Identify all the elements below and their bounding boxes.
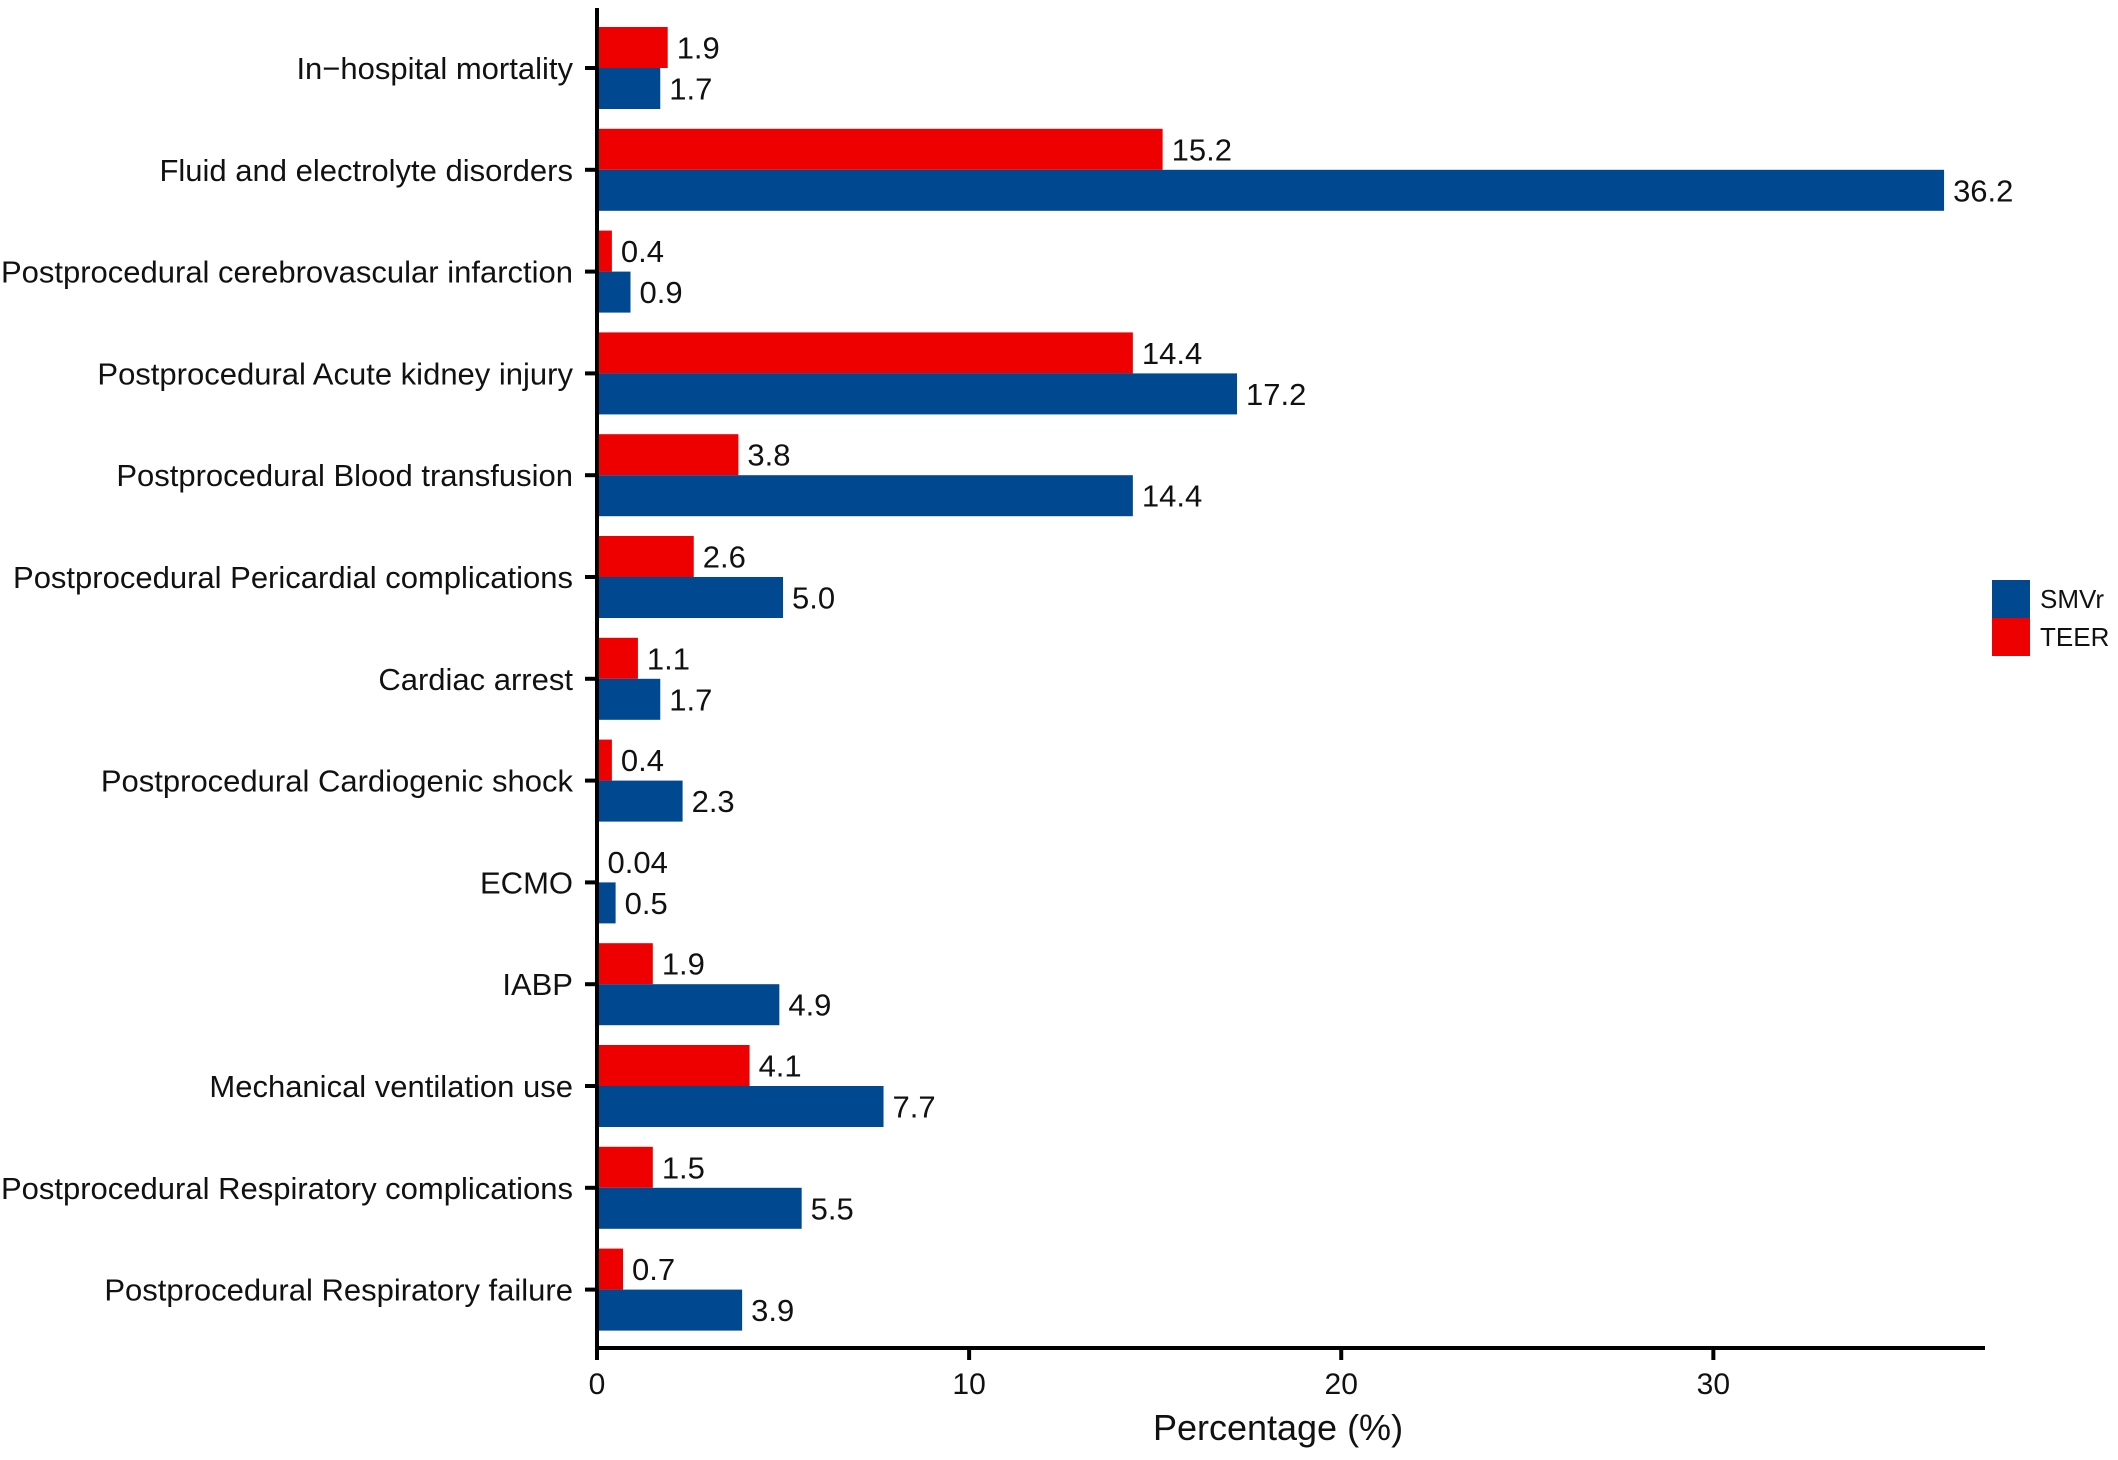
data-label-teer: 0.04 [608,845,668,880]
bar-smvr [597,373,1238,415]
data-label-teer: 0.4 [621,743,664,778]
bar-smvr [597,577,784,618]
bar-teer [597,943,653,985]
data-label-smvr: 3.9 [751,1293,794,1328]
bar-smvr [597,1289,743,1331]
data-label-teer: 4.1 [759,1049,802,1084]
bar-smvr [597,984,780,1026]
x-tick-label: 10 [952,1368,985,1401]
data-label-smvr: 4.9 [788,988,831,1023]
category-label: Mechanical ventilation use [209,1069,573,1104]
legend: SMVr TEER [1992,580,2109,656]
category-label: Postprocedural cerebrovascular infarctio… [1,255,573,290]
data-label-teer: 0.7 [632,1252,675,1287]
data-label-teer: 1.9 [677,31,720,66]
bar-smvr [597,475,1133,517]
bar-teer [597,536,694,577]
data-label-teer: 3.8 [747,438,790,473]
data-label-smvr: 5.0 [792,581,835,616]
data-label-teer: 15.2 [1172,132,1232,167]
category-label: Cardiac arrest [378,662,573,697]
bar-smvr [597,1187,802,1229]
bar-smvr [597,1086,884,1127]
category-label: Postprocedural Acute kidney injury [97,356,573,391]
data-labels-layer: 1.9 1.7 15.2 36.2 0.4 0.9 14.4 17.2 3.8 14.4 2.6 5.… [608,31,2014,1329]
x-ticks-layer: 0 10 20 30 [585,66,1730,1401]
bar-teer [597,128,1163,170]
bar-smvr [597,68,661,109]
data-label-teer: 0.4 [621,234,664,269]
legend-label-smvr: SMVr [2040,584,2104,614]
data-label-smvr: 7.7 [893,1090,936,1125]
data-label-smvr: 2.3 [692,784,735,819]
bar-smvr [597,780,683,822]
x-tick-label: 30 [1697,1368,1730,1401]
bar-smvr [597,678,661,720]
bar-teer [597,332,1133,374]
bar-teer [597,1146,653,1188]
category-label: IABP [502,967,573,1002]
data-label-smvr: 1.7 [669,682,712,717]
category-label: In−hospital mortality [296,51,573,86]
x-axis-title: Percentage (%) [1153,1407,1403,1448]
data-label-smvr: 36.2 [1953,173,2013,208]
data-label-teer: 1.1 [647,641,690,676]
data-label-smvr: 0.9 [639,275,682,310]
data-label-teer: 1.9 [662,947,705,982]
category-label: Postprocedural Blood transfusion [116,458,573,493]
category-labels-layer: In−hospital mortality Fluid and electroly… [1,51,574,1308]
bar-teer [597,739,612,781]
category-label: Fluid and electrolyte disorders [159,153,573,188]
bar-teer [597,230,612,272]
bar-teer [597,1248,624,1290]
data-label-teer: 14.4 [1142,336,1202,371]
category-label: Postprocedural Respiratory complications [1,1171,573,1206]
x-tick-label: 20 [1325,1368,1358,1401]
x-tick-label: 0 [589,1368,606,1401]
bar-teer [597,637,638,679]
bar-smvr [597,882,616,924]
data-label-smvr: 1.7 [669,72,712,107]
legend-label-teer: TEER [2040,622,2109,652]
category-label: Postprocedural Pericardial complications [13,560,573,595]
data-label-smvr: 0.5 [625,886,668,921]
bar-teer [597,27,668,68]
legend-swatch-smvr [1992,580,2030,618]
data-label-teer: 2.6 [703,540,746,575]
category-label: ECMO [480,865,573,900]
legend-swatch-teer [1992,618,2030,656]
bar-teer [597,434,739,476]
bar-smvr [597,271,631,313]
data-label-smvr: 17.2 [1246,377,1306,412]
data-label-smvr: 5.5 [811,1191,854,1226]
bars-layer [597,27,1945,1331]
bar-smvr [597,169,1945,211]
category-label: Postprocedural Cardiogenic shock [101,764,574,799]
data-label-teer: 1.5 [662,1150,705,1185]
category-label: Postprocedural Respiratory failure [104,1273,573,1308]
data-label-smvr: 14.4 [1142,479,1202,514]
bar-teer [597,1045,750,1086]
